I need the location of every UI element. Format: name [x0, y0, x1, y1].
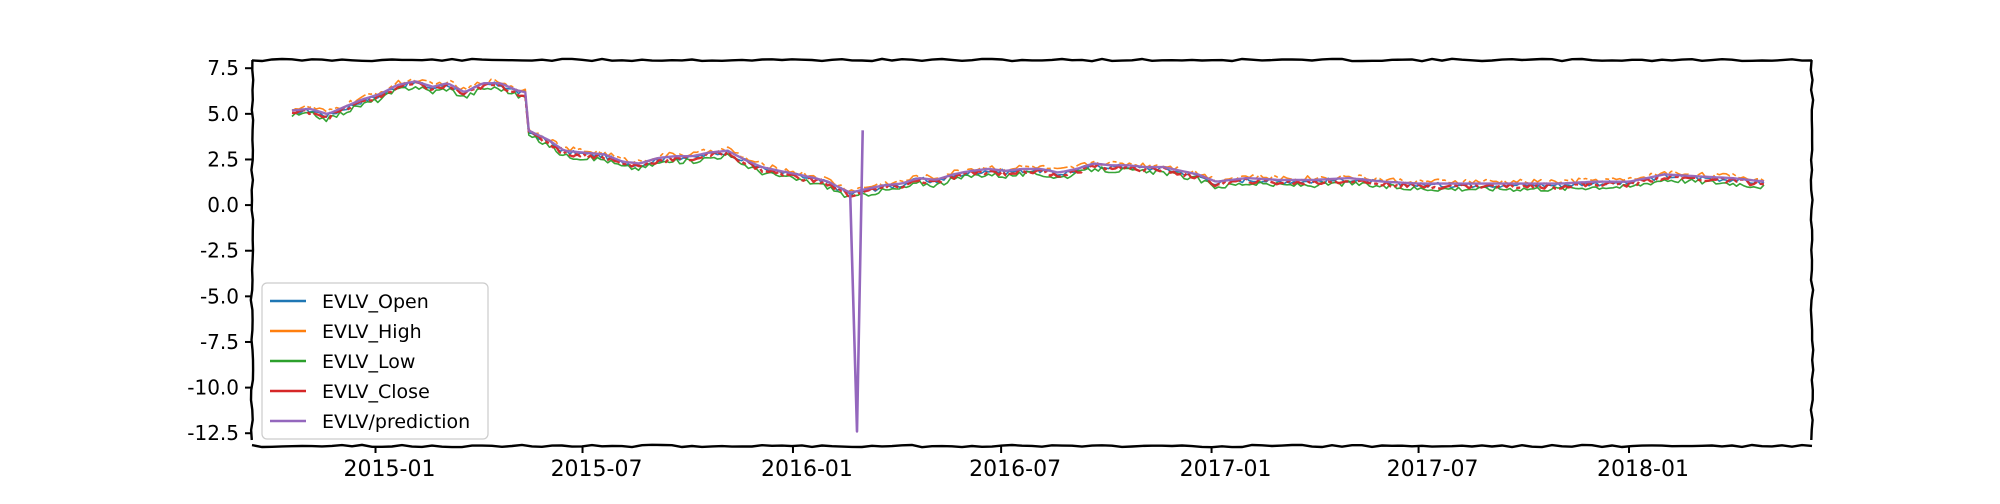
y-tick-label: -7.5	[200, 330, 239, 354]
x-tick-label: 2015-07	[551, 457, 643, 482]
legend-label: EVLV/prediction	[322, 411, 470, 433]
y-tick-label: -5.0	[200, 284, 239, 308]
x-tick-label: 2016-07	[969, 457, 1061, 482]
legend-label: EVLV_Low	[322, 351, 415, 373]
frame-right	[1809, 59, 1815, 441]
y-tick-label: -2.5	[200, 239, 239, 263]
legend-box	[261, 282, 489, 440]
series-line-evlv-high	[291, 78, 1765, 193]
y-tick-label: -12.5	[187, 421, 239, 445]
frame-left	[249, 59, 255, 441]
legend-label: EVLV_High	[322, 321, 422, 343]
y-tick-label: -10.0	[187, 376, 239, 400]
series-layer	[291, 78, 1765, 433]
legend-label: EVLV_Close	[322, 381, 430, 403]
frame-bottom	[251, 443, 1813, 449]
series-line-evlv-low	[291, 86, 1765, 198]
y-axis: 7.5 5.0 2.5 0.0 -2.5 -5.0 -7.5 -10.0 -12.5	[187, 56, 252, 445]
legend-label: EVLV_Open	[322, 291, 429, 313]
prediction-spike	[848, 130, 864, 433]
legend: EVLV_Open EVLV_High EVLV_Low EVLV_Close EVLV…	[261, 282, 489, 440]
x-tick-label: 2015-01	[344, 457, 436, 482]
x-tick-label: 2018-01	[1597, 457, 1689, 482]
x-tick-label: 2017-01	[1180, 457, 1272, 482]
plot-frame	[249, 57, 1815, 449]
x-axis: 2015-01 2015-07 2016-01 2016-07 2017-01 2017-…	[344, 446, 1689, 482]
x-tick-label: 2016-01	[761, 457, 853, 482]
x-tick-label: 2017-07	[1387, 457, 1479, 482]
series-line-evlv-prediction	[291, 80, 1765, 194]
frame-top	[251, 57, 1813, 63]
y-tick-label: 7.5	[207, 56, 239, 80]
y-tick-label: 2.5	[207, 147, 239, 171]
y-tick-label: 5.0	[207, 102, 239, 126]
y-tick-label: 0.0	[207, 193, 239, 217]
